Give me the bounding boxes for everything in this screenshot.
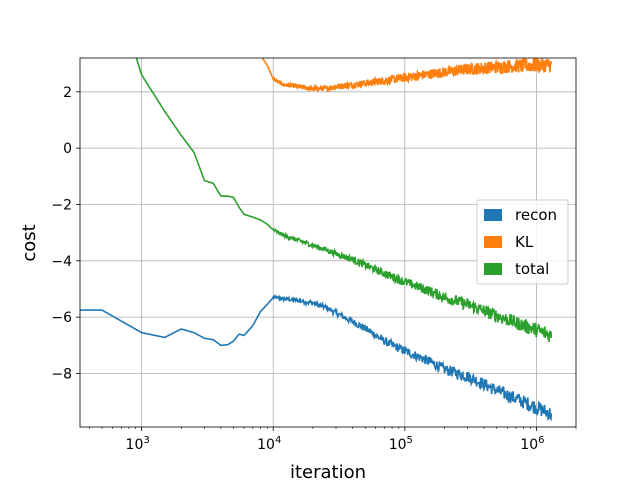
legend: recon KL total xyxy=(476,199,569,285)
grid xyxy=(80,58,576,427)
legend-label: recon xyxy=(515,206,557,224)
series-line-kl xyxy=(261,58,553,93)
x-tick-label: 106 xyxy=(520,435,544,453)
x-tick-label: 103 xyxy=(126,435,150,453)
legend-label: total xyxy=(515,260,549,278)
series-line-total xyxy=(135,58,553,343)
legend-swatch xyxy=(484,209,502,221)
series-line-recon xyxy=(80,293,553,422)
y-tick-label: −2 xyxy=(51,197,72,213)
y-tick-label: 0 xyxy=(63,141,72,157)
x-tick-label: 104 xyxy=(257,435,281,453)
x-tick-label: 105 xyxy=(389,435,413,453)
y-tick-label: −6 xyxy=(51,310,72,326)
y-tick-label: −4 xyxy=(51,254,72,270)
legend-label: KL xyxy=(515,233,534,251)
y-tick-label: 2 xyxy=(63,85,72,101)
plot-frame xyxy=(79,57,577,428)
ticks: 103 104 105 106 2 0 −2 −4 −6 −8 xyxy=(51,85,577,453)
y-axis-label: cost xyxy=(19,224,40,261)
legend-swatch xyxy=(484,263,502,275)
series-lines xyxy=(80,58,553,422)
y-tick-label: −8 xyxy=(51,366,72,382)
legend-swatch xyxy=(484,236,502,248)
x-axis-label: iteration xyxy=(290,462,366,480)
